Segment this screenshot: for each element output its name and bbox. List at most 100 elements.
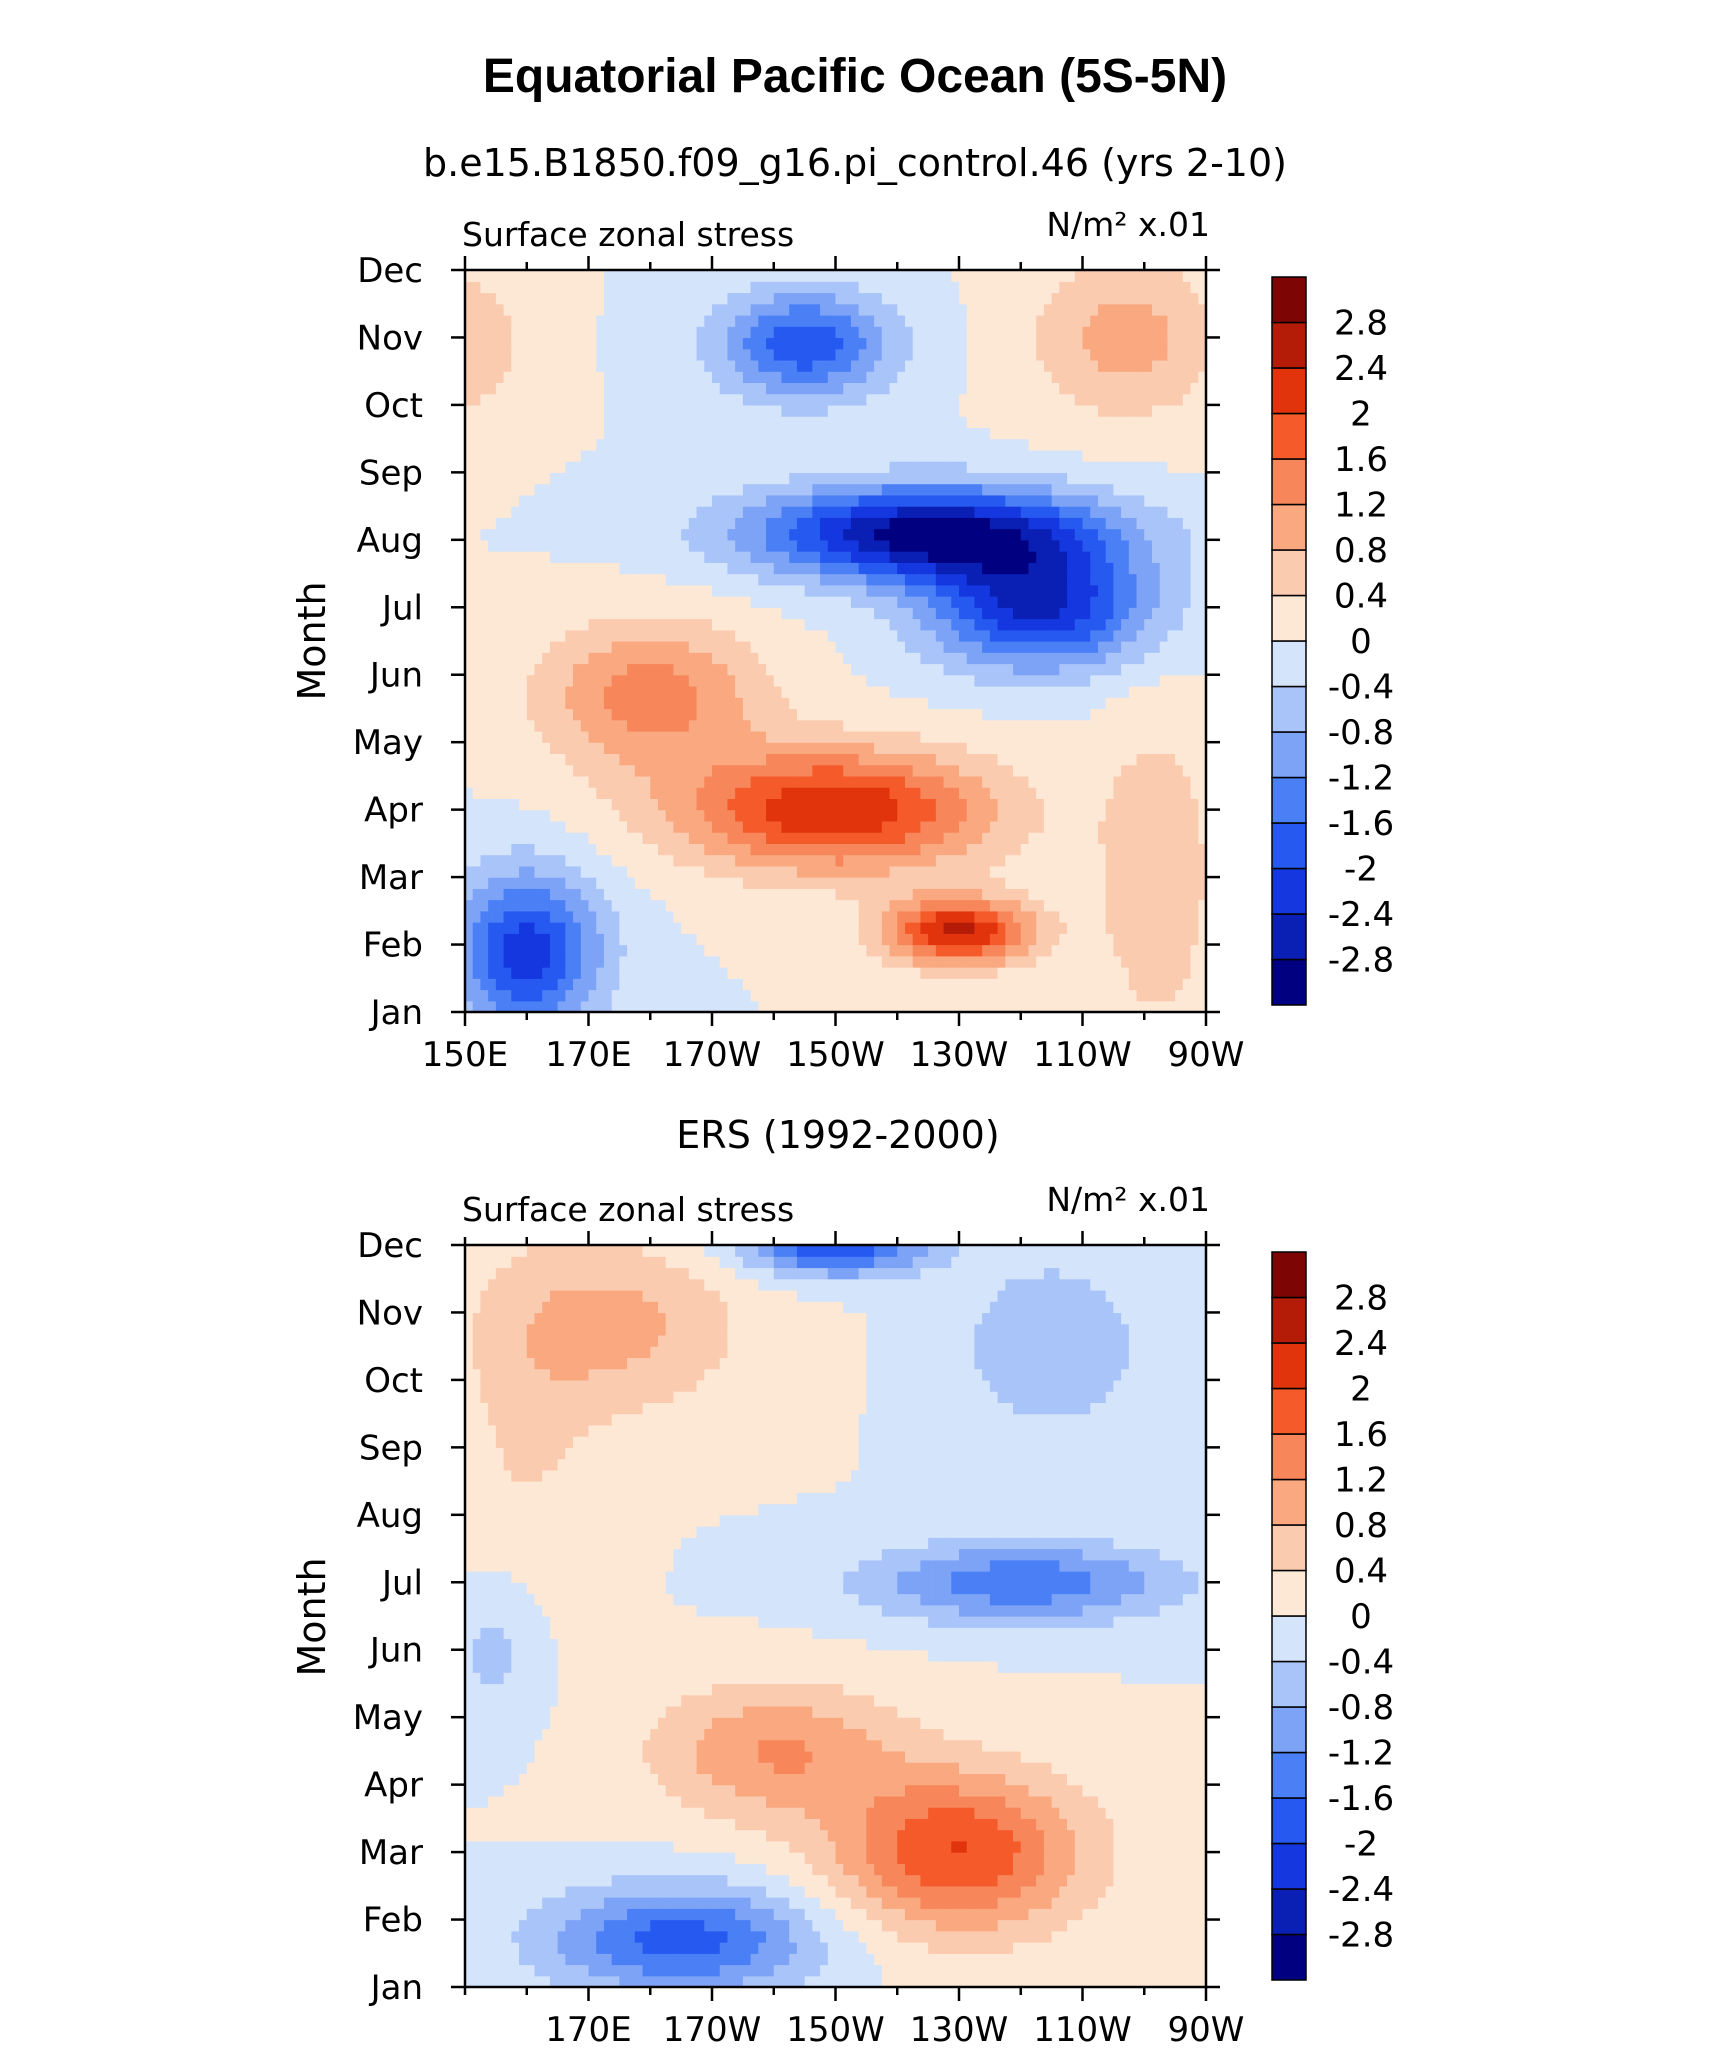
contour-cell	[1190, 865, 1199, 878]
contour-cell	[611, 663, 620, 676]
contour-cell	[843, 674, 852, 687]
contour-cell	[588, 528, 597, 541]
contour-cell	[835, 528, 844, 541]
contour-cell	[804, 742, 813, 755]
contour-cell	[1105, 506, 1114, 518]
contour-cell	[465, 719, 474, 732]
contour-cell	[781, 865, 790, 878]
contour-cell	[812, 820, 821, 833]
contour-cell	[588, 854, 597, 867]
contour-cell	[773, 584, 783, 597]
contour-cell	[650, 753, 659, 766]
contour-cell	[696, 461, 705, 473]
contour-cell	[634, 967, 644, 979]
contour-cell	[588, 539, 597, 552]
contour-cell	[557, 944, 566, 957]
contour-cell	[704, 652, 713, 665]
contour-cell	[789, 506, 798, 518]
contour-cell	[603, 506, 613, 518]
contour-cell	[827, 584, 837, 597]
contour-cell	[1190, 888, 1199, 901]
contour-cell	[959, 730, 968, 743]
contour-cell	[549, 629, 559, 642]
contour-cell	[565, 865, 574, 878]
contour-cell	[596, 629, 605, 642]
contour-cell	[549, 775, 559, 788]
contour-cell	[843, 472, 852, 485]
contour-cell	[503, 843, 512, 856]
contour-cell	[959, 551, 968, 563]
contour-cell	[1167, 989, 1176, 1002]
contour-cell	[951, 573, 960, 586]
contour-cell	[920, 472, 929, 485]
contour-cell	[1198, 539, 1207, 552]
contour-cell	[627, 685, 636, 698]
contour-cell	[943, 708, 952, 721]
contour-cell	[704, 888, 713, 901]
contour-cell	[465, 697, 474, 710]
contour-cell	[503, 820, 512, 833]
contour-cell	[766, 607, 775, 620]
contour-cell	[1097, 641, 1107, 653]
contour-cell	[850, 697, 860, 710]
contour-cell	[673, 528, 682, 541]
contour-cell	[904, 461, 914, 473]
contour-cell	[1005, 719, 1014, 732]
contour-cell	[1128, 809, 1138, 822]
contour-cell	[943, 944, 952, 957]
contour-cell	[488, 708, 497, 721]
contour-cell	[665, 584, 675, 597]
contour-cell	[596, 798, 605, 811]
contour-cell	[912, 438, 922, 451]
contour-cell	[943, 663, 952, 676]
contour-cell	[735, 843, 744, 856]
contour-cell	[773, 944, 783, 957]
contour-cell	[573, 629, 582, 642]
contour-cell	[912, 517, 922, 530]
contour-cell	[495, 461, 505, 473]
contour-cell	[966, 674, 976, 687]
contour-cell	[1151, 877, 1161, 889]
contour-cell	[503, 854, 512, 867]
contour-cell	[627, 832, 636, 844]
contour-cell	[1144, 539, 1153, 552]
contour-cell	[1074, 573, 1084, 586]
contour-cell	[850, 955, 860, 968]
contour-cell	[727, 663, 736, 676]
contour-cell	[1159, 933, 1169, 946]
contour-cell	[534, 989, 543, 1002]
figure-title: Equatorial Pacific Ocean (5S-5N)	[483, 50, 1227, 103]
contour-cell	[943, 438, 952, 451]
contour-cell	[966, 967, 976, 979]
contour-cell	[1043, 562, 1053, 575]
contour-cell	[480, 438, 489, 451]
contour-cell	[827, 944, 837, 957]
contour-cell	[1013, 584, 1022, 597]
contour-cell	[596, 618, 605, 631]
contour-cell	[1198, 517, 1207, 530]
contour-cell	[472, 967, 482, 979]
contour-cell	[511, 742, 520, 755]
contour-cell	[1036, 989, 1045, 1002]
contour-cell	[789, 820, 798, 833]
contour-cell	[935, 652, 945, 665]
contour-cell	[997, 730, 1006, 743]
contour-cell	[1151, 854, 1161, 867]
contour-cell	[742, 854, 752, 867]
contour-cell	[1121, 764, 1130, 777]
contour-cell	[750, 641, 759, 653]
contour-cell	[1013, 528, 1022, 541]
contour-cell	[565, 596, 574, 608]
contour-cell	[1113, 641, 1122, 653]
contour-cell	[789, 955, 798, 968]
contour-cell	[472, 685, 482, 698]
contour-cell	[673, 517, 682, 530]
contour-cell	[866, 438, 875, 451]
contour-cell	[742, 832, 752, 844]
contour-cell	[712, 641, 721, 653]
contour-cell	[712, 877, 721, 889]
contour-cell	[650, 944, 659, 957]
contour-cell	[989, 888, 999, 901]
contour-cell	[1128, 551, 1138, 563]
